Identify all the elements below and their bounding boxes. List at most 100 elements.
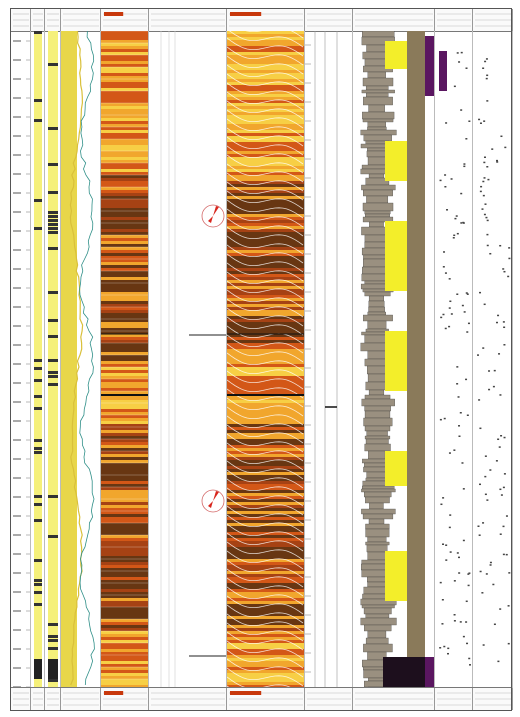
image-band xyxy=(101,472,148,475)
grain-bed xyxy=(362,513,394,520)
point-mark xyxy=(453,620,456,622)
dark-band xyxy=(34,439,42,442)
point-mark xyxy=(499,488,502,491)
image-band xyxy=(101,103,148,106)
image-band xyxy=(227,445,304,448)
image-band xyxy=(227,652,304,655)
sand-body xyxy=(385,221,407,291)
sinusoid xyxy=(227,451,304,471)
image-band xyxy=(101,379,148,382)
image-band xyxy=(227,70,304,73)
point-mark xyxy=(486,166,489,168)
image-band xyxy=(101,238,148,241)
point-mark xyxy=(508,572,511,574)
point-mark xyxy=(445,544,448,546)
point-mark xyxy=(478,399,481,401)
footer-cell xyxy=(31,688,45,710)
grain-bed xyxy=(364,291,391,297)
image-band xyxy=(101,367,148,370)
image-band xyxy=(101,679,148,682)
image-band xyxy=(227,481,304,484)
image-band xyxy=(101,163,148,166)
point-mark xyxy=(484,203,487,205)
image-band xyxy=(101,634,148,637)
sand-body xyxy=(385,551,407,601)
point-mark xyxy=(492,583,495,586)
point-mark xyxy=(440,316,443,319)
dark-band xyxy=(34,503,42,506)
depth-label-mark xyxy=(13,591,21,593)
purple-bed xyxy=(425,36,434,96)
dark-band xyxy=(48,63,58,66)
grain-bed xyxy=(361,89,395,94)
image-band xyxy=(101,478,148,481)
image-band xyxy=(101,442,148,445)
point-mark xyxy=(443,417,446,420)
point-mark xyxy=(465,378,468,381)
image-band xyxy=(101,673,148,676)
sinusoid xyxy=(227,550,304,570)
image-band xyxy=(101,475,148,478)
dark-band xyxy=(48,227,58,230)
grain-bed xyxy=(363,134,392,142)
image-band xyxy=(227,292,304,295)
image-band xyxy=(227,337,304,340)
image-band xyxy=(227,52,304,55)
image-band xyxy=(101,250,148,253)
resistivity-curves xyxy=(61,31,95,688)
image-band xyxy=(227,418,304,421)
image-band xyxy=(227,400,304,403)
image-band xyxy=(101,496,148,499)
point-mark xyxy=(450,178,453,180)
depth-label-mark xyxy=(13,97,21,99)
point-mark xyxy=(508,247,511,249)
image-band xyxy=(101,190,148,193)
fracture-track xyxy=(473,31,513,688)
image-band xyxy=(227,151,304,154)
point-mark xyxy=(489,561,492,564)
point-mark xyxy=(453,449,456,451)
image-band xyxy=(227,625,304,628)
image-band xyxy=(227,661,304,664)
point-mark xyxy=(462,635,465,638)
dark-band xyxy=(34,447,42,450)
image-band xyxy=(227,544,304,547)
image-band xyxy=(101,79,148,82)
header-cell xyxy=(31,9,45,31)
point-mark xyxy=(502,268,505,270)
point-mark xyxy=(499,533,502,535)
sinusoid xyxy=(227,172,304,192)
image-band xyxy=(101,187,148,190)
image-band xyxy=(227,556,304,559)
grain-bed xyxy=(364,443,391,452)
image-band xyxy=(227,490,304,493)
image-band xyxy=(227,517,304,520)
point-mark xyxy=(460,192,463,195)
image-band xyxy=(101,631,148,634)
point-mark xyxy=(493,369,496,372)
point-mark xyxy=(468,657,471,660)
image-band xyxy=(101,94,148,97)
image-band xyxy=(101,511,148,514)
sinusoid xyxy=(227,361,304,381)
point-mark xyxy=(505,553,508,556)
image-band xyxy=(101,52,148,55)
sinusoid xyxy=(227,136,304,156)
depth-label-mark xyxy=(13,629,21,631)
grain-bed xyxy=(367,71,386,79)
point-mark xyxy=(463,165,466,168)
image-band xyxy=(227,322,304,325)
image-band xyxy=(101,256,148,259)
image-band xyxy=(101,514,148,517)
sinusoid xyxy=(227,496,304,516)
point-mark xyxy=(459,621,462,623)
dark-band xyxy=(48,383,58,386)
gamma-track xyxy=(31,31,45,688)
image-band xyxy=(101,661,148,664)
point-mark xyxy=(468,120,471,122)
sinusoid xyxy=(227,280,304,300)
point-mark xyxy=(459,412,462,414)
sinusoid xyxy=(227,370,304,390)
image-band xyxy=(227,355,304,358)
image-band xyxy=(101,283,148,286)
